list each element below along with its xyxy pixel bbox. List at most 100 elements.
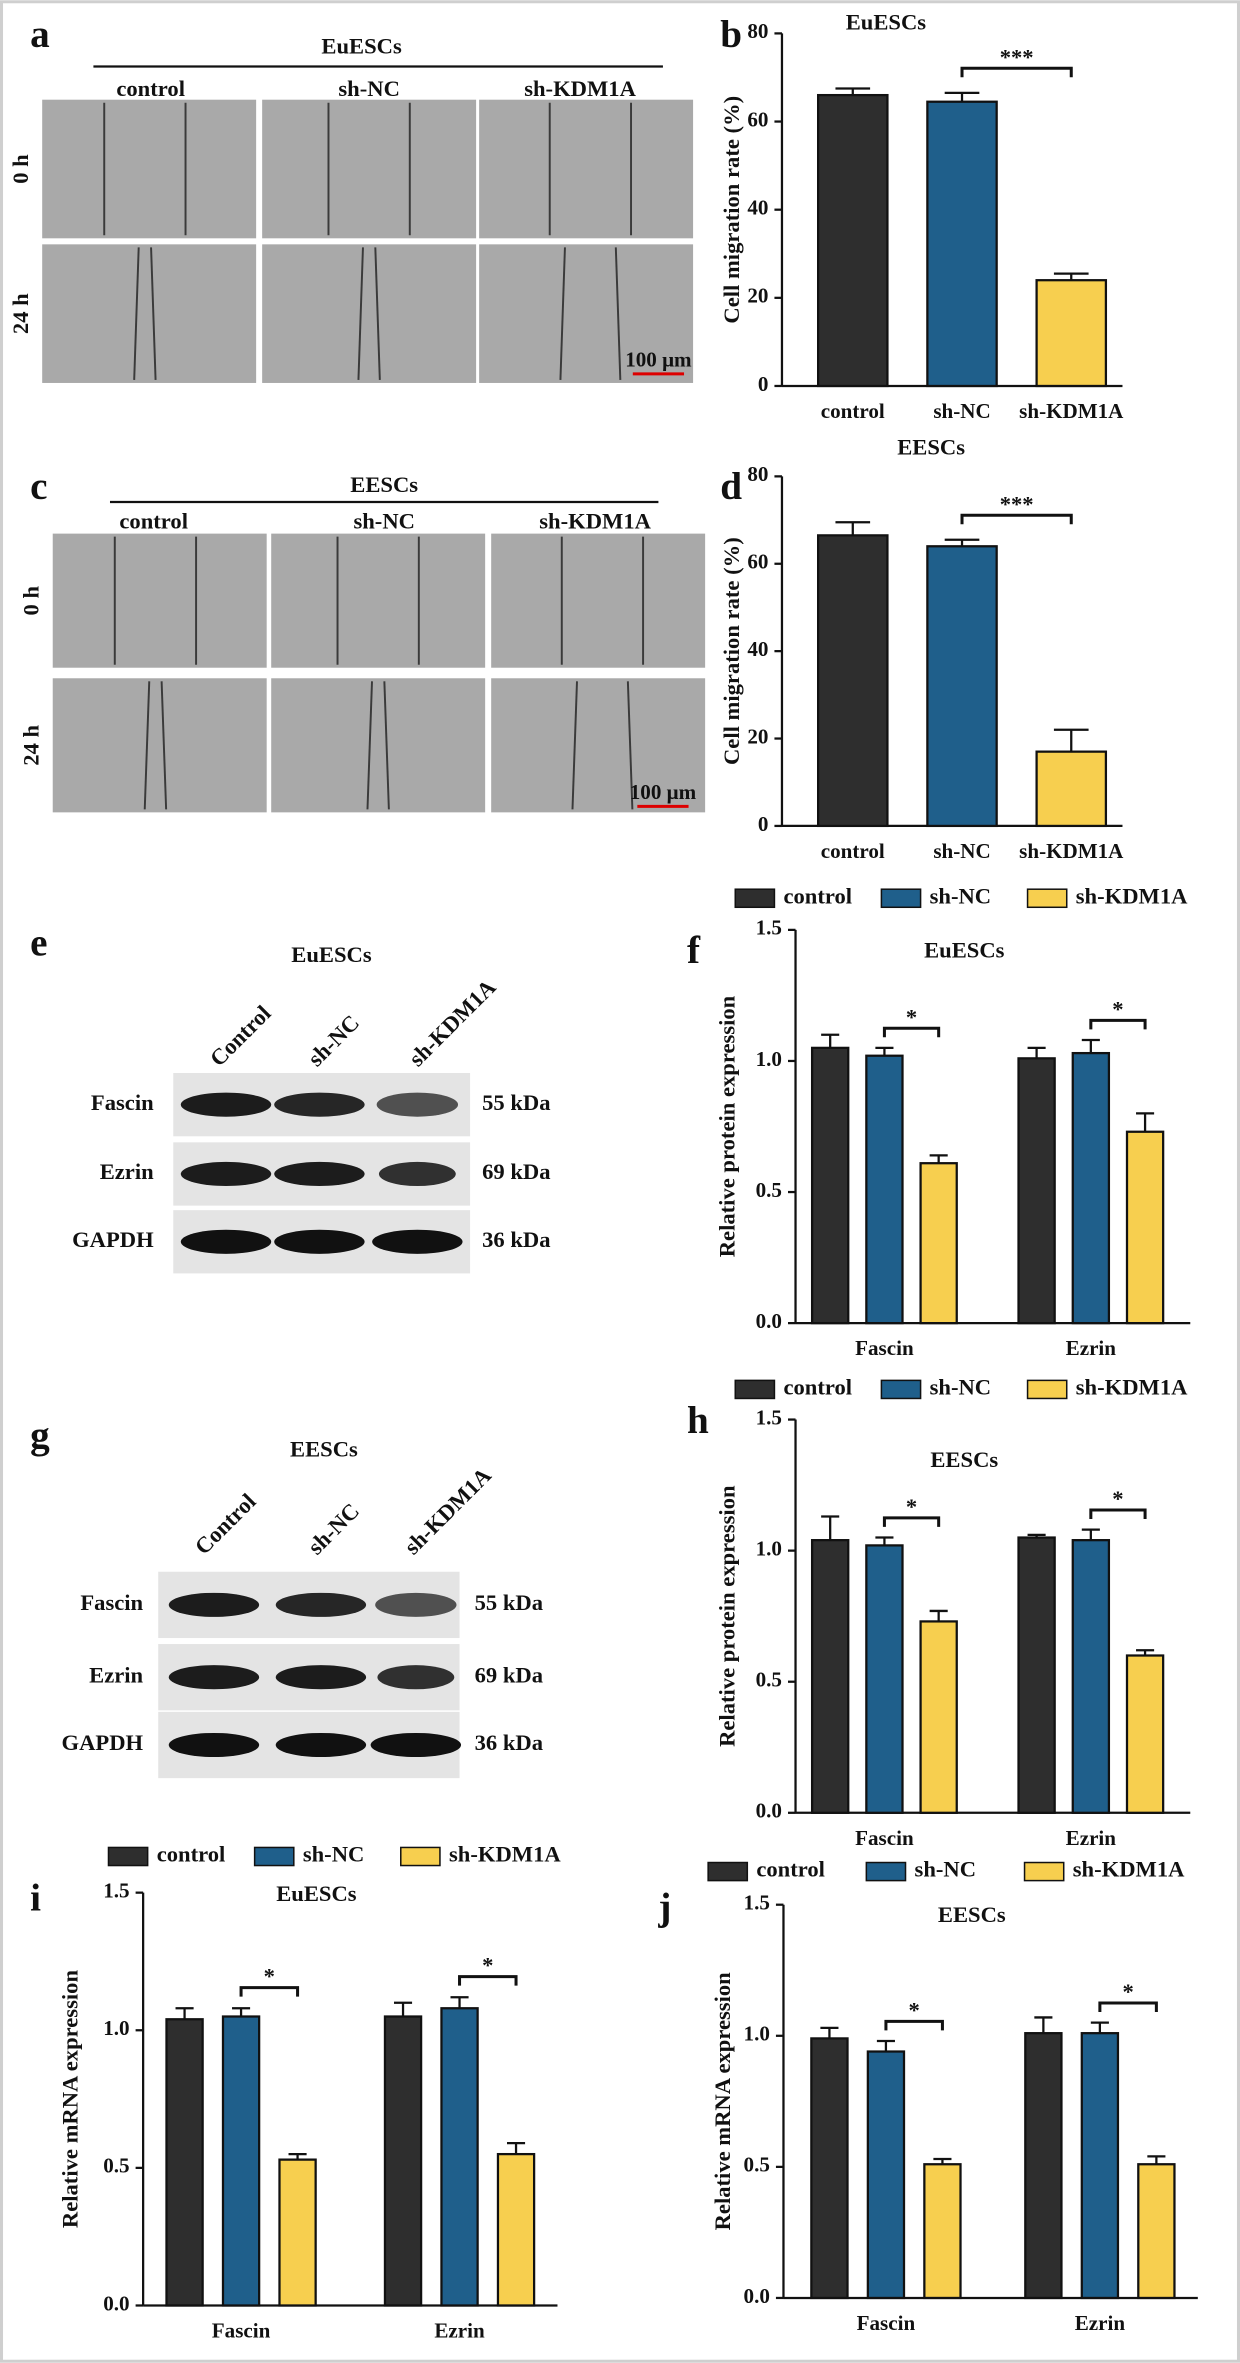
error-bar (835, 521, 871, 536)
panel-letter: c (30, 465, 47, 508)
bar (919, 1620, 958, 1814)
blot-band (377, 1665, 455, 1690)
y-axis-label: Cell migration rate (%) (719, 96, 744, 324)
x-tick-label: Fascin (855, 1826, 914, 1850)
error-bar (1081, 1038, 1100, 1054)
significance-bracket (1089, 1018, 1147, 1030)
bar (866, 2050, 906, 2300)
size-label: 55 kDa (475, 1590, 543, 1615)
bar (926, 100, 998, 388)
scratch-edge (150, 247, 157, 380)
legend-label: sh-KDM1A (449, 1842, 561, 1867)
bar (919, 1162, 958, 1325)
legend-swatch (400, 1846, 441, 1867)
legend-swatch (1026, 1379, 1068, 1400)
size-label: 36 kDa (475, 1730, 543, 1755)
blot-band (180, 1092, 272, 1117)
scratch-edge (614, 247, 622, 380)
blot-band (275, 1665, 367, 1690)
error-bar (875, 1536, 894, 1546)
y-tick-label: 80 (747, 19, 768, 43)
y-tick-label: 20 (747, 724, 768, 748)
legend-swatch (734, 888, 776, 909)
blot-band (370, 1732, 462, 1758)
bar (221, 2015, 261, 2307)
legend-swatch (707, 1861, 749, 1882)
panel-letter: b (720, 13, 742, 56)
micrograph (271, 678, 486, 813)
x-tick-label: control (821, 399, 885, 423)
error-bar (821, 1515, 840, 1541)
bar (1071, 1051, 1111, 1325)
y-tick-label: 40 (747, 637, 768, 661)
panel-letter: e (30, 921, 47, 964)
x-tick-label: Fascin (857, 2311, 916, 2335)
x-tick-label: sh-NC (933, 399, 990, 423)
y-tick-label: 0 (758, 372, 769, 396)
error-bar (1136, 1112, 1155, 1132)
bar (926, 545, 998, 828)
panel-title: EESCs (290, 1436, 358, 1461)
error-bar (835, 87, 871, 96)
legend-label: control (756, 1857, 825, 1882)
x-tick-label: control (821, 839, 885, 863)
scratch-edge (559, 247, 566, 380)
micrograph (479, 244, 694, 383)
error-bar (933, 2157, 952, 2165)
y-tick-label: 0.5 (103, 2154, 129, 2178)
error-bar (1027, 1533, 1046, 1538)
y-tick-label: 0.0 (756, 1799, 782, 1823)
panel-letter: i (30, 1877, 41, 1920)
significance-bracket (458, 1975, 518, 1986)
x-tick-label: Ezrin (1066, 1336, 1117, 1360)
legend-swatch (253, 1846, 295, 1867)
y-axis-label: Relative protein expression (714, 1485, 739, 1747)
column-label: sh-NC (353, 508, 415, 533)
error-bar (1034, 2016, 1053, 2034)
significance-bracket (239, 1986, 300, 1997)
x-tick-label: Fascin (212, 2318, 271, 2342)
bar (496, 2152, 536, 2307)
bar (1071, 1539, 1111, 1814)
bar (1024, 2032, 1063, 2300)
error-bar (876, 2039, 895, 2052)
legend-label: control (783, 883, 852, 908)
x-tick-label: sh-NC (933, 839, 990, 863)
bar (278, 2158, 317, 2307)
blot-band (274, 1161, 365, 1187)
panel-letter: h (687, 1399, 709, 1442)
scratch-edge (374, 247, 381, 380)
error-bar (506, 2141, 526, 2155)
blot-band (274, 1092, 365, 1117)
bar (816, 93, 889, 388)
micrograph (491, 533, 706, 668)
chart-title: EuESCs (924, 938, 1005, 963)
x-tick-label: Ezrin (1075, 2311, 1126, 2335)
error-bar (821, 1033, 840, 1048)
significance-bracket (960, 513, 1073, 525)
scale-bar-label: 100 μm (625, 348, 692, 372)
bar (1035, 750, 1108, 828)
legend-label: sh-NC (303, 1842, 365, 1867)
error-bar (875, 1046, 894, 1056)
column-label: control (119, 508, 188, 533)
error-bar (1147, 2155, 1166, 2165)
scratch-edge (357, 247, 364, 380)
column-label: sh-KDM1A (524, 76, 636, 101)
error-bar (1053, 728, 1089, 752)
chart-title: EuESCs (276, 1881, 357, 1906)
legend-label: sh-KDM1A (1073, 1857, 1185, 1882)
panel-title: EESCs (350, 472, 418, 497)
x-tick-label: sh-KDM1A (1019, 839, 1124, 863)
chart-title: EESCs (930, 1447, 998, 1472)
row-label: 24 h (18, 724, 43, 765)
micrograph (42, 99, 257, 239)
error-bar (288, 2152, 307, 2160)
y-tick-label: 60 (747, 550, 768, 574)
protein-label: Ezrin (89, 1662, 143, 1687)
bar (865, 1054, 904, 1325)
blot-band (168, 1732, 260, 1758)
error-bar (1136, 1649, 1155, 1656)
legend-label: sh-NC (930, 883, 992, 908)
